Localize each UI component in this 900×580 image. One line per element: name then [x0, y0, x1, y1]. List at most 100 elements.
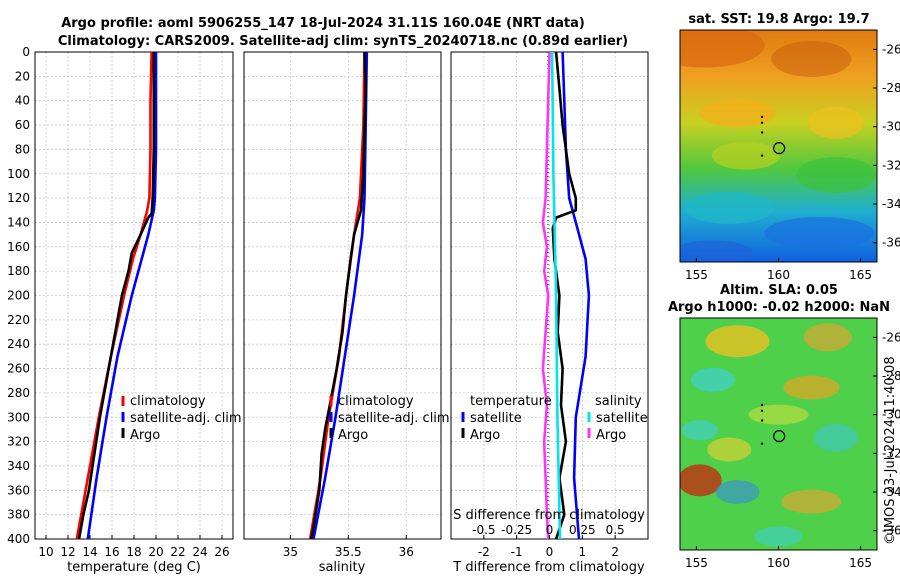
y-tick-label: -34: [882, 197, 900, 211]
y-tick-label: 100: [7, 167, 30, 181]
salinity-axes-frame: [243, 51, 442, 540]
legend-label-t-argo: Argo: [470, 428, 500, 443]
sla-map-title: Altim. SLA: 0.05: [720, 283, 838, 298]
argo-position-marker: [773, 430, 786, 443]
y-tick-label: 180: [7, 264, 30, 278]
y-tick-label: 400: [7, 532, 30, 546]
previous-position-dot: [760, 115, 764, 119]
x-tick-label: 20: [148, 545, 163, 559]
legend-label-climatology: climatology: [338, 394, 414, 409]
t-difference-label: T difference from climatology: [452, 560, 645, 575]
y-tick-label: -32: [882, 446, 900, 460]
x-tick-label: 2: [611, 545, 619, 559]
previous-position-dot: [760, 419, 764, 422]
y-tick-label: 60: [15, 118, 30, 132]
x-tick-label: 18: [126, 545, 141, 559]
y-tick-label: -32: [882, 158, 900, 172]
salinity-panel: 35 35.5 36 salinity climatology satellite-…: [243, 51, 450, 575]
header-line-1: Argo profile: aoml 5906255_147 18-Jul-20…: [61, 16, 585, 31]
legend-label-climatology: climatology: [130, 394, 206, 409]
x-tick-label: 36: [399, 545, 414, 559]
field-patch: [705, 325, 770, 358]
field-patch: [681, 420, 718, 441]
previous-position-dot: [760, 131, 764, 134]
field-patch: [690, 367, 735, 392]
field-patch: [813, 423, 858, 452]
sla-map-subtitle: Argo h1000: -0.02 h2000: NaN: [668, 300, 890, 315]
x-tick-label: 35: [283, 545, 298, 559]
legend-label-satellite: satellite-adj. clim: [338, 411, 450, 426]
credit-text: ©IMOS 23-Jul-2024 11:40:08: [883, 356, 898, 545]
legend-label-argo: Argo: [338, 428, 368, 443]
series-line-t-satellite: [561, 51, 591, 540]
x-tick-label: -2: [478, 545, 490, 559]
y-tick-label: 200: [7, 289, 30, 303]
y-tick-label: 380: [7, 508, 30, 522]
y-tick-label: -36: [882, 524, 900, 538]
legend-title-salinity: salinity: [595, 394, 642, 409]
x-tick-label: 155: [685, 556, 708, 570]
salinity-legend: climatology satellite-adj. clim Argo: [329, 394, 450, 443]
x-tick-label: 22: [170, 545, 185, 559]
x-tick-label: 26: [214, 545, 229, 559]
field-patch: [684, 191, 775, 224]
x-tick-label: 155: [685, 268, 708, 282]
x-tick-label: 35.5: [335, 545, 362, 559]
field-patch: [680, 464, 722, 497]
series-line-satellite-adj-clim: [86, 52, 158, 540]
x2-tick-label: 0.25: [569, 523, 596, 537]
y-tick-label: 320: [7, 435, 30, 449]
field-patch: [748, 404, 809, 425]
x-tick-label: 165: [849, 268, 872, 282]
y-tick-label: 300: [7, 410, 30, 424]
legend-label-argo: Argo: [130, 428, 160, 443]
field-patch: [795, 157, 876, 193]
field-patch: [680, 240, 753, 262]
x-tick-label: 14: [82, 545, 97, 559]
field-patch: [680, 30, 765, 68]
temperature-panel: 0 20 40 60 80 100 120 140 160 180 200 220 240 260 280 3…: [7, 45, 242, 575]
previous-position-dot: [760, 409, 764, 412]
legend-label-satellite: satellite-adj. clim: [130, 411, 242, 426]
header-line-2: Climatology: CARS2009. Satellite-adj cli…: [58, 34, 628, 49]
legend-label-s-satellite: satellite: [596, 411, 648, 426]
y-tick-label: 120: [7, 191, 30, 205]
series-line-argo: [309, 51, 368, 540]
y-tick-label: 340: [7, 459, 30, 473]
field-patch: [771, 41, 852, 77]
previous-position-dot: [760, 121, 764, 125]
previous-position-dot: [760, 403, 764, 407]
y-tick-label: -28: [882, 81, 900, 95]
y-tick-label: 220: [7, 313, 30, 327]
series-line-s-satellite: [550, 51, 562, 540]
series-line-s-argo: [541, 51, 551, 540]
previous-position-dot: [760, 442, 764, 445]
temperature-legend: climatology satellite-adj. clim Argo: [121, 394, 242, 443]
y-tick-label: -36: [882, 236, 900, 250]
x-tick-label: 1: [579, 545, 587, 559]
y-tick-label: 140: [7, 215, 30, 229]
legend-label-s-argo: Argo: [596, 428, 626, 443]
x-tick-label: 160: [767, 268, 790, 282]
x-tick-label: 10: [38, 545, 53, 559]
y-tick-label: -26: [882, 42, 900, 56]
field-patch: [699, 99, 776, 128]
field-patch: [781, 489, 842, 514]
sla-map-panel: Altim. SLA: 0.05 Argo h1000: -0.02 h2000…: [668, 283, 900, 570]
y-tick-label: 80: [15, 142, 30, 156]
y-tick-label: 240: [7, 337, 30, 351]
y-tick-label: 280: [7, 386, 30, 400]
argo-position-marker: [773, 142, 786, 155]
y-tick-label: -26: [882, 330, 900, 344]
y-tick-label: 0: [22, 45, 30, 59]
y-tick-label: -30: [882, 120, 900, 134]
series-line-climatology: [75, 51, 153, 540]
difference-panel: -2 -1 0 1 2 -0.5 -0.25 0 0.25 0.5 S difference f…: [450, 51, 649, 575]
x-tick-label: 12: [60, 545, 75, 559]
field-patch: [764, 217, 875, 249]
y-tick-label: 360: [7, 483, 30, 497]
field-patch: [803, 323, 852, 352]
s-difference-legend: salinity satellite Argo: [587, 394, 648, 443]
legend-label-t-satellite: satellite: [470, 411, 522, 426]
